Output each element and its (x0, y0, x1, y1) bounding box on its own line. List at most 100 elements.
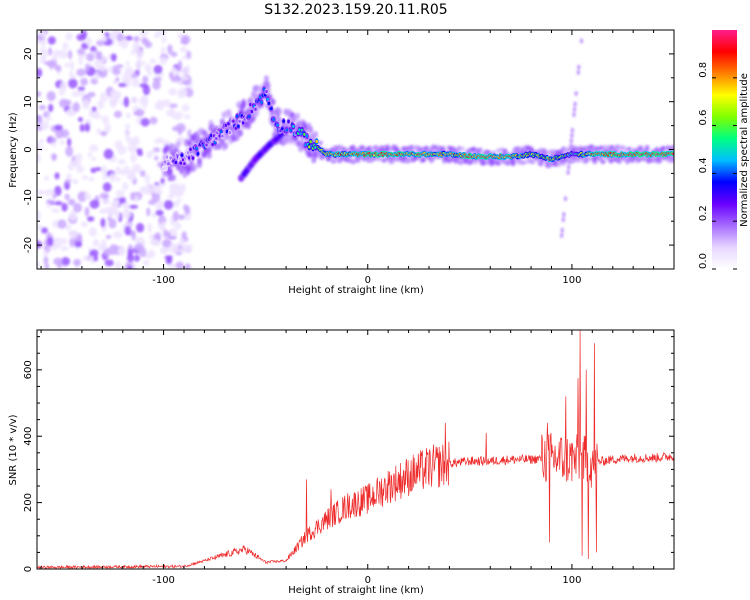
ridge-inner (174, 160, 178, 165)
noise-blob (96, 127, 102, 135)
ridge-halo (265, 81, 271, 89)
noise-blob (134, 61, 142, 70)
y-tick-label: -10 (23, 189, 34, 205)
ridge-inner (235, 114, 239, 118)
noise-blob (167, 263, 176, 269)
ridge-inner (309, 140, 312, 144)
noise-blob (54, 65, 62, 72)
noise-blob (37, 261, 41, 268)
ridge-halo (660, 145, 666, 151)
ridge-inner (266, 97, 270, 101)
noise-blob (55, 128, 64, 139)
y-tick-label: 600 (23, 360, 34, 379)
noise-blob (181, 80, 191, 86)
noise-blob (105, 234, 112, 240)
noise-blob (168, 87, 178, 96)
noise-blob (181, 103, 190, 112)
noise-blob (108, 66, 113, 73)
noise-blob (159, 56, 168, 65)
noise-blob (87, 91, 96, 98)
y-tick-label: 10 (23, 95, 34, 108)
noise-blob (136, 151, 144, 157)
noise-blob (94, 59, 102, 69)
ridge-inner (292, 124, 295, 129)
ridge-inner (163, 160, 167, 164)
noise-blob (80, 77, 88, 86)
snr-x-axis-label: Height of straight line (km) (288, 585, 424, 596)
noise-blob (167, 44, 173, 55)
noise-blob (91, 106, 97, 112)
noise-blob (131, 77, 140, 88)
ridge-inner (195, 146, 198, 151)
noise-blob (130, 152, 137, 163)
noise-blob (146, 181, 151, 193)
noise-blob (37, 240, 43, 249)
noise-blob (68, 230, 78, 240)
noise-blob (130, 191, 135, 201)
noise-blob (133, 110, 142, 116)
noise-blob (91, 156, 97, 162)
noise-blob (44, 188, 55, 197)
noise-blob (132, 41, 141, 51)
noise-blob (140, 170, 146, 177)
noise-blob (147, 223, 153, 233)
noise-blob (123, 200, 130, 212)
streak-blob (573, 101, 577, 107)
ridge-halo (610, 145, 616, 150)
noise-blob (101, 199, 110, 205)
noise-blob (166, 256, 172, 262)
noise-blob (39, 47, 46, 53)
ridge-inner (212, 134, 216, 138)
ridge-halo (629, 158, 635, 163)
noise-blob (168, 103, 178, 108)
noise-blob (142, 75, 149, 84)
noise-blob (37, 68, 43, 78)
ridge-halo (263, 75, 269, 83)
noise-blob (37, 142, 41, 147)
noise-blob (161, 36, 167, 44)
streak-blob (563, 196, 568, 202)
noise-blob (149, 234, 155, 239)
noise-blob (113, 199, 120, 204)
noise-blob (37, 114, 43, 125)
ridge-halo (192, 163, 198, 171)
noise-blob (160, 177, 165, 184)
ridge-halo (197, 157, 203, 165)
noise-blob (127, 265, 133, 269)
noise-blob (65, 32, 73, 41)
noise-blob (86, 53, 95, 62)
noise-blob (122, 182, 129, 191)
noise-blob (64, 193, 70, 201)
noise-blob (93, 254, 99, 262)
ridge-halo (481, 161, 487, 166)
snr-frame (36, 329, 675, 570)
noise-blob (152, 77, 162, 82)
noise-blob (82, 98, 90, 110)
x-tick-label: 0 (365, 275, 371, 286)
noise-blob (58, 89, 65, 96)
noise-blob (130, 97, 138, 104)
noise-blob (146, 66, 152, 77)
noise-blob (100, 217, 106, 228)
noise-blob (81, 175, 89, 180)
colorbar-tick-label: 0.0 (698, 253, 709, 269)
ridge-inner (241, 121, 245, 125)
noise-blob (183, 204, 188, 211)
ridge-inner (289, 128, 293, 132)
noise-blob (177, 87, 188, 97)
ridge-inner (227, 122, 230, 126)
ridge-inner (186, 151, 190, 155)
noise-blob (125, 60, 130, 67)
noise-blob (54, 172, 60, 180)
noise-blob (127, 137, 136, 145)
ridge-halo (175, 140, 181, 148)
noise-blob (64, 181, 71, 191)
ridge-halo (350, 145, 356, 150)
noise-blob (43, 256, 49, 265)
noise-blob (115, 64, 124, 69)
noise-blob (75, 153, 83, 161)
ridge-inner (211, 142, 214, 147)
noise-blob (174, 222, 182, 230)
ridge-inner (260, 100, 263, 104)
noise-blob (52, 49, 63, 56)
